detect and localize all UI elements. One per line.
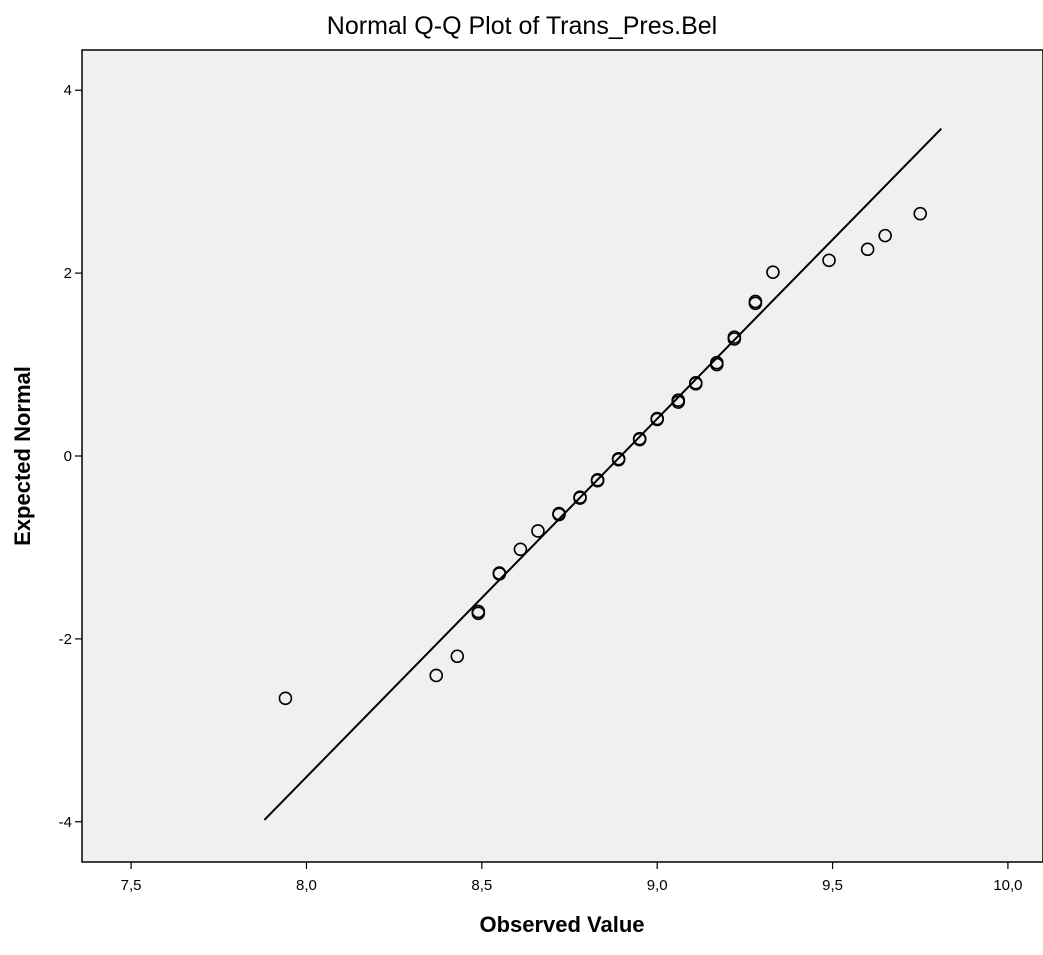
data-point — [913, 206, 928, 221]
data-point — [278, 691, 293, 706]
x-axis-label: Observed Value — [479, 912, 644, 937]
y-tick-label: 4 — [64, 82, 72, 99]
data-point — [573, 491, 587, 505]
data-point — [878, 228, 892, 243]
data-point — [710, 355, 724, 370]
data-point — [471, 606, 486, 621]
data-point — [671, 393, 686, 408]
chart-title: Normal Q-Q Plot of Trans_Pres.Bel — [327, 12, 717, 40]
x-tick-label: 8,5 — [471, 877, 492, 894]
y-axis-label: Expected Normal — [10, 366, 35, 546]
y-tick-label: -2 — [59, 631, 72, 648]
x-tick-label: 9,0 — [647, 877, 668, 894]
y-tick-label: 2 — [64, 265, 72, 282]
data-point — [860, 242, 875, 257]
x-axis-ticks: 7,5 8,0 8,5 9,0 9,5 10,0 — [121, 862, 1023, 894]
x-tick-label: 9,5 — [822, 877, 843, 894]
data-points — [278, 206, 928, 706]
y-axis-ticks: 4 2 0 -2 -4 — [59, 82, 82, 831]
x-tick-label: 10,0 — [993, 877, 1022, 894]
data-point — [450, 649, 465, 664]
data-point — [492, 567, 507, 581]
data-point — [611, 452, 626, 467]
data-point — [822, 253, 836, 268]
plot-area — [81, 49, 1043, 863]
x-tick-label: 8,0 — [296, 877, 317, 894]
data-point — [590, 473, 605, 488]
data-point — [632, 431, 647, 446]
data-point — [531, 524, 545, 538]
data-point — [688, 376, 703, 390]
reference-line — [263, 127, 943, 821]
data-point — [429, 668, 444, 683]
x-tick-label: 7,5 — [121, 877, 142, 894]
data-point — [650, 411, 664, 426]
data-point — [766, 265, 780, 280]
y-tick-label: 0 — [64, 448, 72, 465]
y-tick-label: -4 — [59, 814, 72, 831]
data-point — [552, 507, 566, 522]
data-point — [748, 294, 763, 309]
data-point — [727, 330, 742, 344]
data-point — [513, 542, 528, 557]
